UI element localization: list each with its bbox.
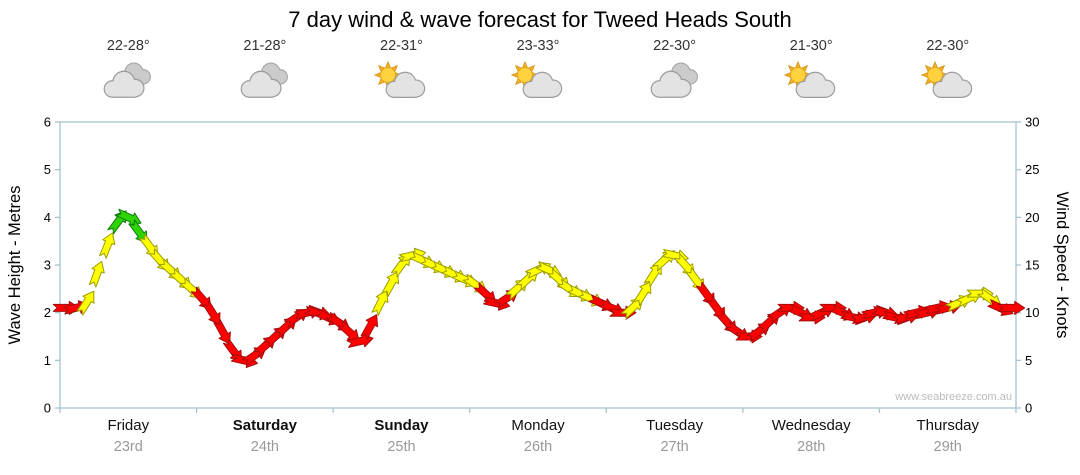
day-column: 21-30° <box>743 38 880 106</box>
day-name: Wednesday <box>771 417 851 434</box>
day-column: 22-30° <box>606 38 743 106</box>
day-column: 23-33° <box>470 38 607 106</box>
svg-text:10: 10 <box>1025 305 1039 320</box>
day-temperature: 22-31° <box>380 38 423 54</box>
day-name: Friday <box>107 417 150 434</box>
watermark: www.seabreeze.com.au <box>895 391 1012 403</box>
svg-text:15: 15 <box>1025 258 1039 273</box>
left-axis-title: Wave Height - Metres <box>6 185 24 345</box>
partly-sunny-icon <box>509 60 567 106</box>
svg-text:3: 3 <box>44 258 51 273</box>
svg-text:0: 0 <box>1025 401 1032 416</box>
day-date: 27th <box>660 439 689 455</box>
cloudy-icon <box>236 60 294 106</box>
partly-sunny-icon <box>919 60 977 106</box>
day-labels-row: Friday 23rd Saturday 24th Sunday 25th Mo… <box>60 417 1016 455</box>
cloudy-icon <box>646 60 704 106</box>
day-name: Saturday <box>232 417 297 434</box>
svg-text:1: 1 <box>44 353 51 368</box>
day-temperature: 22-28° <box>106 38 150 54</box>
day-label-column: Friday 23rd <box>60 417 197 455</box>
day-date: 25th <box>387 439 416 455</box>
day-label-column: Saturday 24th <box>197 417 334 455</box>
day-date: 23rd <box>113 439 143 455</box>
day-headers-row: 22-28° 21-28° 22-31° 23-33° 22-30° 21-30… <box>60 38 1016 106</box>
day-temperature: 21-28° <box>243 38 287 54</box>
day-label-column: Wednesday 28th <box>743 417 880 455</box>
svg-text:30: 30 <box>1025 115 1039 130</box>
svg-text:4: 4 <box>44 210 51 225</box>
day-temperature: 22-30° <box>926 38 970 54</box>
page-title: 7 day wind & wave forecast for Tweed Hea… <box>288 7 792 32</box>
day-temperature: 21-30° <box>789 38 833 54</box>
day-column: 22-31° <box>333 38 470 106</box>
day-label-column: Thursday 29th <box>879 417 1016 455</box>
day-column: 22-30° <box>879 38 1016 106</box>
cloudy-icon <box>99 60 157 106</box>
day-name: Tuesday <box>646 417 704 434</box>
day-column: 22-28° <box>60 38 197 106</box>
svg-text:6: 6 <box>44 115 51 130</box>
day-name: Monday <box>511 417 565 434</box>
svg-text:5: 5 <box>1025 353 1032 368</box>
day-date: 24th <box>250 439 279 455</box>
day-temperature: 22-30° <box>653 38 697 54</box>
day-label-column: Tuesday 27th <box>606 417 743 455</box>
svg-text:25: 25 <box>1025 162 1039 177</box>
partly-sunny-icon <box>372 60 430 106</box>
day-date: 26th <box>523 439 553 455</box>
day-name: Thursday <box>916 417 980 434</box>
day-date: 28th <box>797 439 826 455</box>
day-date: 29th <box>933 439 962 455</box>
svg-text:0: 0 <box>44 401 51 416</box>
partly-sunny-icon <box>782 60 840 106</box>
day-column: 21-28° <box>197 38 334 106</box>
day-label-column: Sunday 25th <box>333 417 470 455</box>
svg-text:20: 20 <box>1025 210 1039 225</box>
day-temperature: 23-33° <box>516 38 560 54</box>
right-axis-title: Wind Speed - Knots <box>1053 191 1071 339</box>
day-label-column: Monday 26th <box>470 417 607 455</box>
day-name: Sunday <box>374 417 429 434</box>
svg-text:2: 2 <box>44 305 51 320</box>
svg-text:5: 5 <box>44 162 51 177</box>
